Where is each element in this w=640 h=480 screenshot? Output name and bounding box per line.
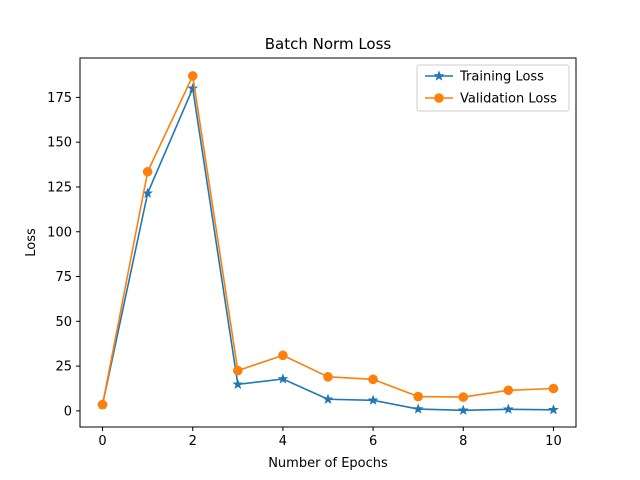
x-axis-label: Number of Epochs — [268, 456, 388, 471]
x-tick-label: 2 — [189, 434, 197, 449]
x-tick-label: 10 — [545, 434, 562, 449]
chart-title: Batch Norm Loss — [265, 35, 392, 53]
data-point-validation-loss — [187, 71, 198, 81]
legend-box — [416, 64, 570, 112]
y-tick-label: 125 — [47, 180, 72, 195]
data-point-validation-loss — [548, 383, 559, 394]
series-line-training-loss — [101, 87, 554, 412]
legend-label: Validation Loss — [460, 92, 557, 107]
data-point-validation-loss — [323, 372, 333, 382]
plot-area — [97, 71, 559, 415]
plot-frame — [79, 57, 577, 428]
x-tick-label: 8 — [459, 434, 467, 449]
series-training-loss — [97, 82, 559, 415]
data-point-training-loss — [548, 404, 559, 415]
series-line-validation-loss — [101, 75, 554, 405]
y-tick-label: 0 — [64, 404, 72, 419]
legend-marker — [434, 93, 444, 103]
legend: Training Loss Validation Loss — [416, 64, 570, 112]
data-point-validation-loss — [458, 392, 469, 402]
data-point-training-loss — [457, 404, 469, 415]
y-axis: 0 25 50 75 100 125 150 175 — [47, 91, 80, 419]
x-tick-label: 4 — [279, 434, 287, 449]
y-tick-label: 50 — [55, 315, 72, 330]
data-point-validation-loss — [142, 166, 153, 177]
x-tick-label: 6 — [369, 434, 377, 449]
legend-marker — [433, 70, 445, 81]
data-point-training-loss — [502, 403, 514, 414]
data-point-training-loss — [367, 394, 379, 405]
legend-item-training-loss: Training Loss — [425, 70, 544, 85]
legend-item-validation-loss: Validation Loss — [425, 92, 557, 107]
y-tick-label: 25 — [55, 360, 72, 375]
y-tick-label: 100 — [47, 225, 72, 240]
data-point-validation-loss — [368, 374, 378, 385]
data-point-validation-loss — [503, 385, 514, 396]
y-tick-label: 150 — [47, 136, 72, 151]
data-point-validation-loss — [233, 365, 243, 376]
data-point-validation-loss — [97, 399, 108, 410]
data-point-training-loss — [277, 373, 289, 384]
data-point-training-loss — [187, 82, 199, 94]
y-tick-label: 175 — [47, 91, 72, 106]
data-point-training-loss — [232, 378, 244, 389]
data-point-validation-loss — [278, 350, 288, 361]
y-axis-label: Loss — [24, 228, 39, 257]
x-tick-label: 0 — [98, 434, 106, 449]
data-point-training-loss — [322, 393, 334, 404]
data-point-training-loss — [412, 403, 424, 414]
data-point-validation-loss — [413, 391, 423, 402]
legend-label: Training Loss — [459, 70, 544, 85]
x-axis: 0 2 4 6 8 10 — [98, 427, 562, 449]
y-tick-label: 75 — [55, 270, 72, 285]
series-validation-loss — [97, 71, 559, 410]
